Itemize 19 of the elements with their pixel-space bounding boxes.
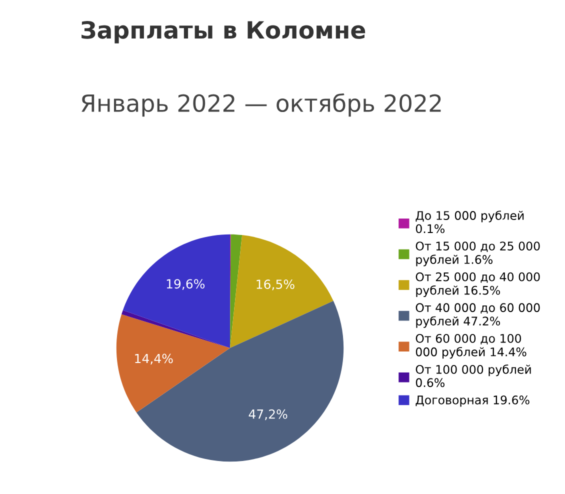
legend-label: От 40 000 до 60 000 рублей 47.2%: [416, 303, 540, 328]
pie-slice: [122, 234, 230, 348]
data-label: 19,6%: [166, 279, 205, 290]
data-label: 16,5%: [256, 280, 294, 290]
data-label: 47,2%: [248, 409, 288, 420]
chart-subtitle: Январь 2022 — октябрь 2022: [82, 93, 441, 117]
pie-slice: [136, 300, 344, 462]
data-label: 14,4%: [135, 354, 173, 365]
legend-label: До 15 000 рублей 0.1%: [416, 210, 524, 234]
pie-slice: [116, 314, 230, 412]
legend-label: От 25 000 до 40 000 рублей 16.5%: [416, 272, 540, 298]
chart-title: Зарплаты в Коломне: [82, 20, 366, 44]
pie-slice: [230, 234, 242, 348]
legend-label: Договорная 19.6%: [416, 395, 530, 407]
legend-label: От 15 000 до 25 000 рублей 1.6%: [416, 242, 540, 266]
pie-slice: [122, 310, 230, 348]
legend-label: От 100 000 рублей 0.6%: [416, 364, 531, 388]
pie-slice: [230, 235, 334, 348]
legend-label: От 60 000 до 100 000 рублей 14.4%: [416, 334, 526, 359]
